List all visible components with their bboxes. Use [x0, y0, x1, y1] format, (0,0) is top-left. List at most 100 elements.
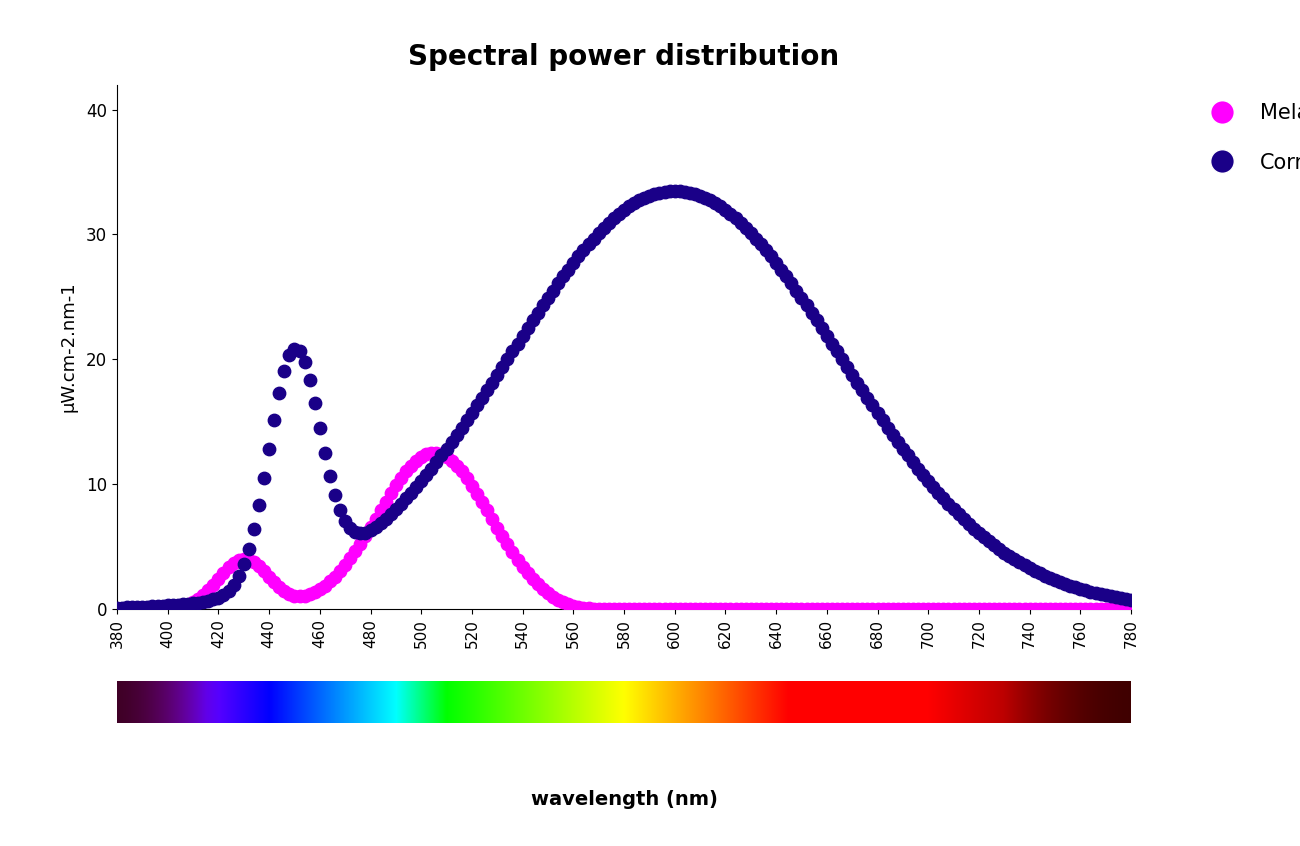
Corneal	[796, 299, 816, 312]
Corneal	[1054, 577, 1075, 591]
Melanopic	[806, 602, 827, 616]
Melanopic	[472, 495, 493, 508]
Melanopic	[552, 596, 573, 609]
Melanopic	[933, 602, 954, 616]
Melanopic	[827, 602, 848, 616]
Corneal	[178, 597, 199, 611]
Corneal	[477, 383, 498, 397]
Corneal	[944, 503, 965, 516]
Corneal	[1065, 580, 1086, 594]
Melanopic	[939, 602, 959, 616]
Melanopic	[725, 602, 746, 616]
Corneal	[680, 186, 701, 200]
Melanopic	[537, 586, 558, 600]
Melanopic	[953, 602, 974, 616]
Corneal	[147, 599, 168, 613]
Corneal	[741, 226, 762, 239]
Melanopic	[1030, 602, 1050, 616]
Corneal	[360, 524, 381, 537]
Melanopic	[786, 602, 807, 616]
Melanopic	[542, 590, 563, 603]
Melanopic	[675, 602, 696, 616]
Melanopic	[360, 520, 381, 534]
Corneal	[766, 256, 786, 270]
Corneal	[644, 187, 664, 201]
Melanopic	[339, 552, 360, 565]
Melanopic	[694, 602, 715, 616]
Melanopic	[902, 602, 923, 616]
Melanopic	[254, 564, 274, 578]
Melanopic	[948, 602, 968, 616]
Corneal	[1095, 589, 1115, 602]
Melanopic	[1121, 602, 1141, 616]
Corneal	[462, 406, 482, 420]
Melanopic	[309, 583, 330, 596]
Corneal	[416, 468, 437, 481]
Corneal	[1009, 556, 1030, 569]
Corneal	[968, 526, 989, 540]
Corneal	[710, 200, 731, 213]
Melanopic	[497, 538, 517, 552]
Melanopic	[699, 602, 720, 616]
Corneal	[133, 600, 153, 613]
Corneal	[573, 244, 594, 257]
Corneal	[491, 360, 512, 374]
Melanopic	[482, 513, 503, 526]
Corneal	[203, 593, 224, 607]
Melanopic	[523, 572, 543, 585]
Corneal	[664, 184, 685, 197]
Corneal	[280, 349, 300, 362]
Corneal	[533, 299, 554, 312]
Corneal	[629, 194, 650, 207]
Melanopic	[1035, 602, 1056, 616]
Corneal	[675, 184, 696, 198]
Melanopic	[355, 529, 376, 542]
Corneal	[528, 306, 549, 320]
Melanopic	[816, 602, 837, 616]
Melanopic	[634, 602, 655, 616]
Corneal	[365, 520, 386, 534]
Melanopic	[984, 602, 1005, 616]
Melanopic	[192, 589, 213, 602]
Melanopic	[649, 602, 670, 616]
Text: wavelength (nm): wavelength (nm)	[530, 790, 718, 809]
Melanopic	[157, 602, 178, 615]
Corneal	[168, 598, 188, 612]
Melanopic	[168, 601, 188, 614]
Melanopic	[127, 602, 148, 616]
Corneal	[654, 184, 675, 198]
Melanopic	[998, 602, 1019, 616]
Melanopic	[421, 447, 442, 460]
Melanopic	[107, 602, 127, 616]
Melanopic	[304, 585, 325, 599]
Melanopic	[365, 512, 386, 525]
Corneal	[994, 546, 1015, 559]
Melanopic	[213, 566, 234, 580]
Corneal	[162, 598, 183, 612]
Melanopic	[862, 602, 883, 616]
Corneal	[811, 321, 832, 335]
Melanopic	[456, 471, 477, 485]
Corneal	[685, 187, 706, 201]
Corneal	[1049, 575, 1070, 589]
Corneal	[1014, 558, 1035, 572]
Melanopic	[1040, 602, 1061, 616]
Corneal	[731, 216, 751, 229]
Melanopic	[837, 602, 858, 616]
Corneal	[259, 442, 280, 455]
Corneal	[979, 535, 1000, 548]
Melanopic	[974, 602, 995, 616]
Corneal	[598, 216, 619, 229]
Melanopic	[406, 454, 426, 468]
Melanopic	[224, 556, 244, 569]
Title: Spectral power distribution: Spectral power distribution	[408, 43, 840, 71]
Melanopic	[923, 602, 944, 616]
Corneal	[928, 486, 949, 500]
Corneal	[243, 522, 264, 536]
Corneal	[862, 398, 883, 412]
Corneal	[913, 468, 933, 481]
Corneal	[289, 344, 309, 358]
Melanopic	[390, 471, 411, 485]
Melanopic	[269, 580, 290, 594]
Corneal	[330, 503, 351, 517]
